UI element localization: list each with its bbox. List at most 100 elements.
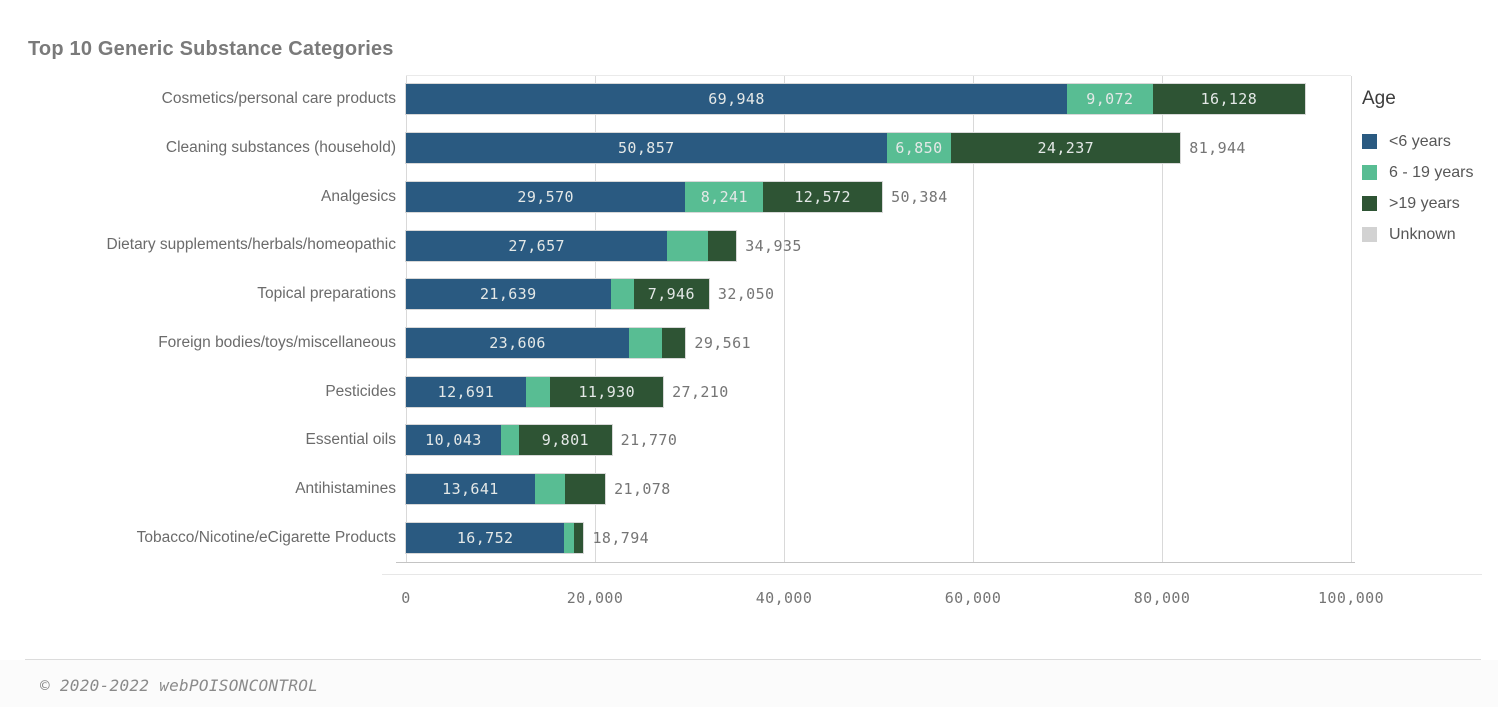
bar-segment[interactable]: 24,237 (951, 133, 1181, 164)
segment-value-label: 7,946 (647, 285, 695, 304)
total-value-label: 34,935 (745, 236, 802, 255)
legend-item-label: <6 years (1389, 132, 1451, 150)
stacked-bar[interactable]: 13,641 (406, 474, 606, 504)
segment-value-label: 11,930 (578, 382, 636, 401)
category-label[interactable]: Essential oils (305, 431, 396, 448)
category-label[interactable]: Pesticides (325, 383, 396, 400)
legend-swatch-icon (1362, 196, 1377, 211)
bar-segment[interactable]: 16,128 (1152, 84, 1306, 115)
legend-item[interactable]: >19 years (1362, 188, 1473, 219)
bar-segment[interactable]: 29,570 (406, 181, 686, 212)
bar-row: 10,043 9,801 21,770 (406, 425, 678, 456)
legend-item[interactable]: Unknown (1362, 219, 1473, 250)
segment-value-label: 13,641 (442, 480, 499, 498)
gridline (784, 76, 785, 563)
gridline (1351, 76, 1352, 563)
legend-swatch-icon (1362, 165, 1377, 180)
bar-segment[interactable] (629, 327, 663, 358)
bar-segment[interactable]: 23,606 (406, 327, 630, 358)
legend-swatch-icon (1362, 227, 1377, 242)
footer-divider (25, 659, 1481, 660)
segment-value-label: 6,850 (895, 139, 943, 158)
x-axis-tick: 100,000 (1317, 589, 1384, 607)
bar-row: 21,639 7,946 32,050 (406, 279, 775, 310)
bar-segment[interactable]: 12,572 (763, 181, 883, 212)
gridline (1162, 76, 1163, 563)
stacked-bar[interactable]: 21,639 7,946 (406, 279, 709, 310)
stacked-bar[interactable]: 69,948 9,072 16,128 (406, 84, 1306, 115)
bar-row: 27,657 34,935 (406, 230, 802, 261)
legend-items: <6 years 6 - 19 years >19 years Unknown (1362, 126, 1473, 250)
bar-segment[interactable]: 9,801 (519, 425, 612, 456)
bar-segment[interactable] (564, 474, 606, 504)
chart-bottom-border (382, 574, 1482, 575)
category-label[interactable]: Tobacco/Nicotine/eCigarette Products (136, 529, 396, 546)
bar-segment[interactable]: 21,639 (406, 279, 611, 310)
stacked-bar[interactable]: 10,043 9,801 (406, 425, 612, 456)
bar-segment[interactable] (708, 230, 737, 261)
bar-segment[interactable] (662, 327, 686, 358)
total-value-label: 29,561 (694, 333, 751, 352)
stacked-bar[interactable]: 29,570 8,241 12,572 (406, 181, 883, 212)
bar-segment[interactable]: 6,850 (886, 133, 952, 164)
total-value-label: 21,770 (620, 431, 678, 450)
category-label[interactable]: Topical preparations (257, 285, 396, 302)
bar-row: 13,641 21,078 (406, 474, 671, 504)
bar-segment[interactable] (667, 230, 709, 261)
total-value-label: 81,944 (1189, 139, 1246, 158)
bar-segment[interactable] (610, 279, 634, 310)
segment-value-label: 21,639 (479, 285, 537, 304)
footer: © 2020-2022 webPOISONCONTROL (0, 659, 1498, 707)
bar-row: 23,606 29,561 (406, 327, 751, 358)
bar-segment[interactable]: 13,641 (406, 474, 535, 504)
total-value-label: 18,794 (592, 528, 650, 547)
stacked-bar[interactable]: 16,752 (406, 522, 584, 553)
plot-gridlines (406, 75, 1352, 563)
legend-item[interactable]: 6 - 19 years (1362, 157, 1473, 188)
bar-segment[interactable] (500, 425, 520, 456)
bar-segment[interactable]: 10,043 (406, 425, 501, 456)
bar-segment[interactable]: 27,657 (406, 230, 668, 261)
stacked-bar[interactable]: 50,857 6,850 24,237 (406, 133, 1181, 164)
bar-segment[interactable]: 11,930 (550, 376, 664, 407)
bar-segment[interactable]: 8,241 (685, 181, 764, 212)
category-label[interactable]: Foreign bodies/toys/miscellaneous (158, 334, 396, 351)
stacked-bar[interactable]: 23,606 (406, 327, 686, 358)
bar-segment[interactable]: 12,691 (406, 376, 526, 407)
bar-row: 69,948 9,072 16,128 (406, 84, 1306, 115)
x-axis-tick: 20,000 (566, 589, 624, 607)
bar-row: 29,570 8,241 12,572 50,384 (406, 181, 948, 212)
bar-segment[interactable]: 69,948 (406, 84, 1067, 115)
bar-segment[interactable]: 50,857 (406, 133, 887, 164)
segment-value-label: 50,857 (618, 139, 675, 158)
bar-segment[interactable]: 16,752 (406, 522, 565, 553)
x-axis-line (396, 562, 1355, 563)
total-value-label: 32,050 (717, 285, 775, 304)
segment-value-label: 16,128 (1200, 90, 1258, 109)
legend-item[interactable]: <6 years (1362, 126, 1473, 157)
segment-value-label: 12,572 (794, 187, 851, 206)
copyright-text: © 2020-2022 webPOISONCONTROL (40, 676, 319, 695)
gridline (406, 76, 407, 563)
bar-segment[interactable]: 9,072 (1067, 84, 1153, 115)
legend-title: Age (1362, 88, 1396, 109)
total-value-label: 21,078 (614, 480, 671, 498)
segment-value-label: 24,237 (1037, 139, 1095, 158)
stacked-bar[interactable]: 12,691 11,930 (406, 376, 664, 407)
bar-segment[interactable] (534, 474, 565, 504)
legend-item-label: 6 - 19 years (1389, 163, 1474, 181)
category-label[interactable]: Analgesics (321, 188, 396, 205)
bar-segment[interactable] (564, 522, 574, 553)
bar-segment[interactable] (573, 522, 584, 553)
total-value-label: 27,210 (672, 382, 729, 401)
bar-segment[interactable]: 7,946 (633, 279, 709, 310)
category-label[interactable]: Cosmetics/personal care products (161, 90, 396, 107)
category-label[interactable]: Cleaning substances (household) (165, 139, 396, 156)
segment-value-label: 27,657 (508, 236, 565, 255)
category-label[interactable]: Antihistamines (295, 480, 396, 497)
category-label[interactable]: Dietary supplements/herbals/homeopathic (106, 236, 397, 253)
bar-segment[interactable] (525, 376, 551, 407)
stacked-bar[interactable]: 27,657 (406, 230, 737, 261)
gridline (973, 76, 974, 563)
